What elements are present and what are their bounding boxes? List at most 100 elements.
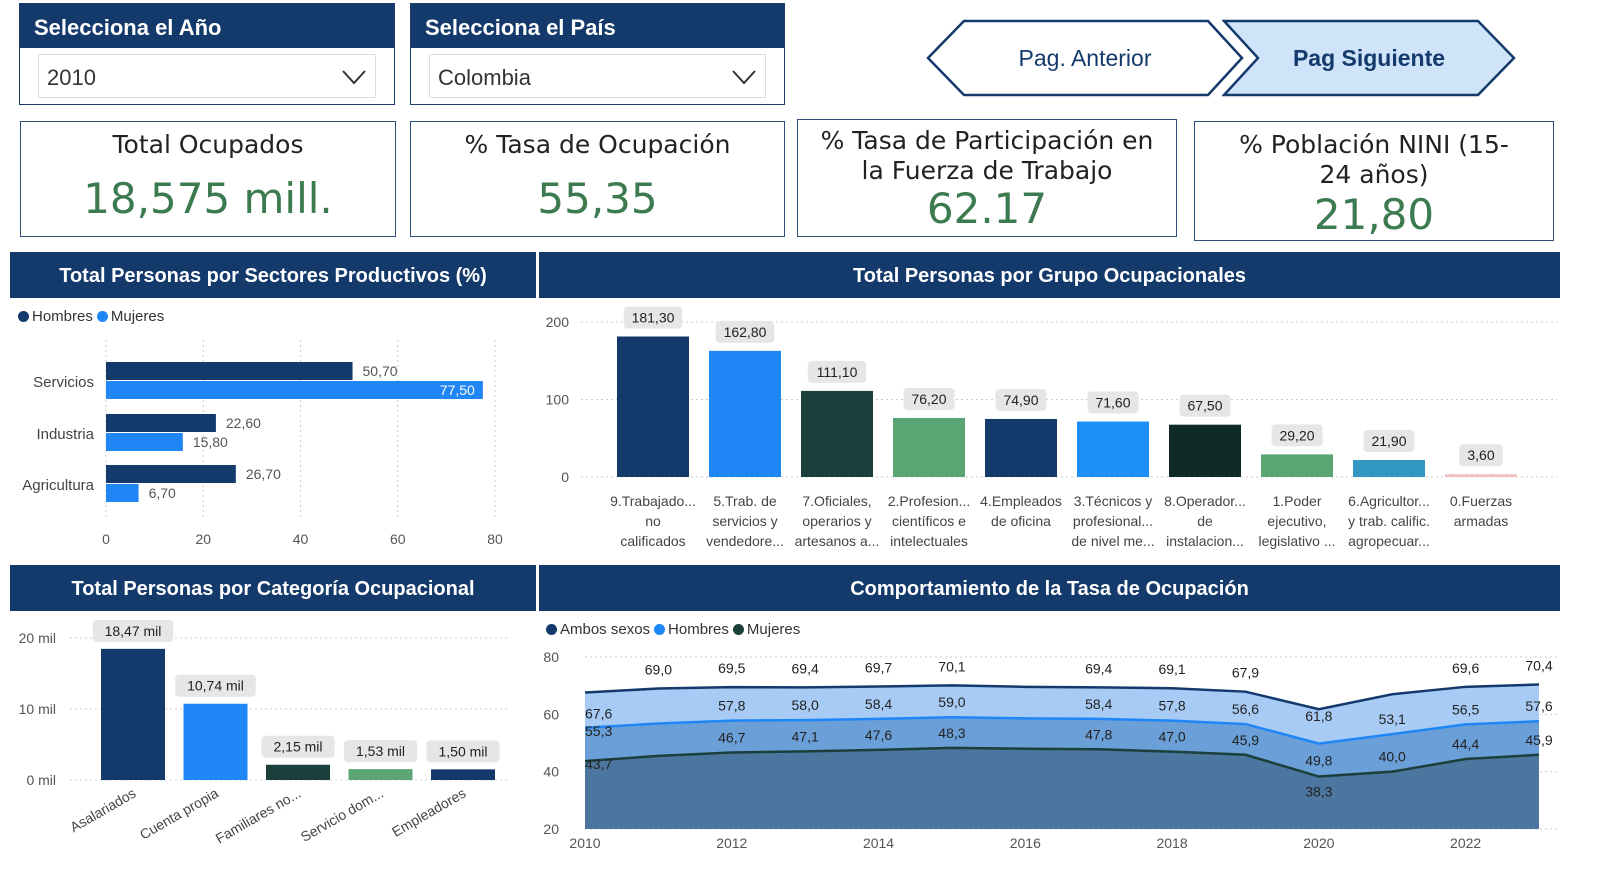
category-label: 5.Trab. de xyxy=(713,493,777,509)
kpi-value: 55,35 xyxy=(537,174,658,223)
category-label: 4.Empleados xyxy=(980,493,1062,509)
data-label-bg xyxy=(807,360,867,383)
bar xyxy=(1077,421,1149,477)
data-label-bg xyxy=(1087,391,1139,414)
x-tick-label: 2010 xyxy=(569,835,600,851)
kpi-poblacion-nini: % Población NINI (15-24 años) 21,80 xyxy=(1194,121,1554,241)
category-label: Industria xyxy=(36,426,94,443)
data-label: 181,30 xyxy=(632,309,675,325)
legend-label: Mujeres xyxy=(110,308,165,325)
data-label: 29,20 xyxy=(1279,427,1314,443)
data-label: 58,4 xyxy=(1085,696,1112,712)
bar xyxy=(183,703,248,780)
category-label: ejecutivo, xyxy=(1267,513,1326,529)
y-tick-label: 60 xyxy=(543,706,559,722)
y-tick-label: 0 xyxy=(561,469,569,485)
category-label: Asalariados xyxy=(67,785,138,835)
data-label: 26,70 xyxy=(246,466,281,482)
category-label: instalacion... xyxy=(1166,533,1244,549)
data-label: 10,74 mil xyxy=(187,678,244,694)
data-label-bg xyxy=(1459,444,1503,467)
bar xyxy=(266,764,330,780)
kpi-title: Total Ocupados xyxy=(112,130,304,159)
tasa-legend: Ambos sexos Hombres Mujeres xyxy=(542,621,800,638)
data-label: 77,50 xyxy=(440,382,475,398)
category-label: 3.Técnicos y xyxy=(1074,493,1153,509)
data-label: 1,50 mil xyxy=(438,743,487,759)
data-label-bg xyxy=(623,306,683,329)
category-label: Familiares no... xyxy=(213,785,304,847)
legend-label: Ambos sexos xyxy=(560,621,651,638)
legend-label: Hombres xyxy=(32,308,93,325)
category-label: calificados xyxy=(620,533,685,549)
country-dropdown[interactable]: Colombia xyxy=(429,54,766,98)
next-page-button[interactable]: Pag Siguiente xyxy=(1222,19,1516,97)
data-label: 18,47 mil xyxy=(105,623,162,639)
y-tick-label: 20 mil xyxy=(19,630,56,646)
data-label: 67,50 xyxy=(1187,398,1222,414)
data-label-bg xyxy=(1271,424,1323,447)
category-label: 6.Agricultor... xyxy=(1348,493,1430,509)
data-label: 69,6 xyxy=(1452,660,1479,676)
legend-label: Mujeres xyxy=(746,621,801,638)
category-label: 9.Trabajado... xyxy=(610,493,696,509)
data-label: 67,9 xyxy=(1232,665,1259,681)
data-label: 21,90 xyxy=(1371,433,1406,449)
data-label: 47,1 xyxy=(792,728,819,744)
data-label: 71,60 xyxy=(1095,395,1130,411)
data-label: 58,4 xyxy=(865,696,892,712)
x-tick-label: 2022 xyxy=(1450,835,1481,851)
tasa-chart: 20 40 60 80 67,6 69,0 69,5 69,4 69,7 70,1 69,4 69,1… xyxy=(543,649,1557,851)
x-tick-label: 0 xyxy=(102,531,110,547)
series-line xyxy=(584,683,1540,711)
data-label-bg xyxy=(426,740,500,763)
kpi-title: % Tasa de Participación en la Fuerza de … xyxy=(820,126,1154,185)
data-label: 111,10 xyxy=(817,364,858,380)
bar xyxy=(1445,474,1517,477)
bar xyxy=(617,336,689,477)
data-label: 47,0 xyxy=(1158,729,1185,745)
kpi-title: % Tasa de Ocupación xyxy=(464,130,731,159)
x-tick-label: 2020 xyxy=(1303,835,1334,851)
data-label: 69,4 xyxy=(792,660,819,676)
data-label-bg xyxy=(1363,430,1415,453)
category-label: operarios y xyxy=(802,513,871,529)
prev-arrow-shape xyxy=(926,19,1244,97)
category-label: de nivel me... xyxy=(1071,533,1154,549)
year-dropdown[interactable]: 2010 xyxy=(38,54,376,98)
kpi-tasa-ocupacion: % Tasa de Ocupación 55,35 xyxy=(410,121,785,237)
chevron-down-icon xyxy=(732,70,756,85)
y-tick-label: 0 mil xyxy=(26,772,56,788)
bar xyxy=(801,390,873,477)
x-tick-label: 2016 xyxy=(1010,835,1041,851)
chevron-down-icon xyxy=(342,70,366,85)
prev-page-label: Pag. Anterior xyxy=(1018,45,1152,71)
data-label: 69,7 xyxy=(865,660,892,676)
category-label: 2.Profesion... xyxy=(888,493,971,509)
bar xyxy=(106,484,139,502)
kpi-value: 18,575 mill. xyxy=(83,174,333,223)
data-label: 15,80 xyxy=(193,434,228,450)
category-label: 8.Operador... xyxy=(1164,493,1246,509)
bar xyxy=(106,414,216,432)
y-tick-label: 20 xyxy=(543,821,559,837)
year-slicer-title: Selecciona el Año xyxy=(20,4,394,48)
data-label: 47,8 xyxy=(1085,726,1112,742)
sectores-chart: 0 20 40 60 80 Servicios 50,70 77,50 Industria 22,… xyxy=(22,340,503,547)
category-label: 0.Fuerzas xyxy=(1450,493,1512,509)
data-label: 57,8 xyxy=(1158,698,1185,714)
data-label: 59,0 xyxy=(938,694,965,710)
bar xyxy=(431,769,495,780)
data-label: 44,4 xyxy=(1452,736,1479,752)
prev-page-button[interactable]: Pag. Anterior xyxy=(926,19,1244,97)
data-label: 3,60 xyxy=(1467,447,1494,463)
category-label: de oficina xyxy=(991,513,1051,529)
data-label: 56,6 xyxy=(1232,701,1259,717)
legend-dot-mujeres xyxy=(96,311,108,322)
bar xyxy=(106,381,483,399)
y-tick-label: 40 xyxy=(543,764,559,780)
kpi-title: % Población NINI (15-24 años) xyxy=(1239,130,1509,189)
y-tick-label: 80 xyxy=(543,649,559,665)
data-label: 40,0 xyxy=(1379,749,1406,765)
category-label: Cuenta propia xyxy=(137,785,221,843)
